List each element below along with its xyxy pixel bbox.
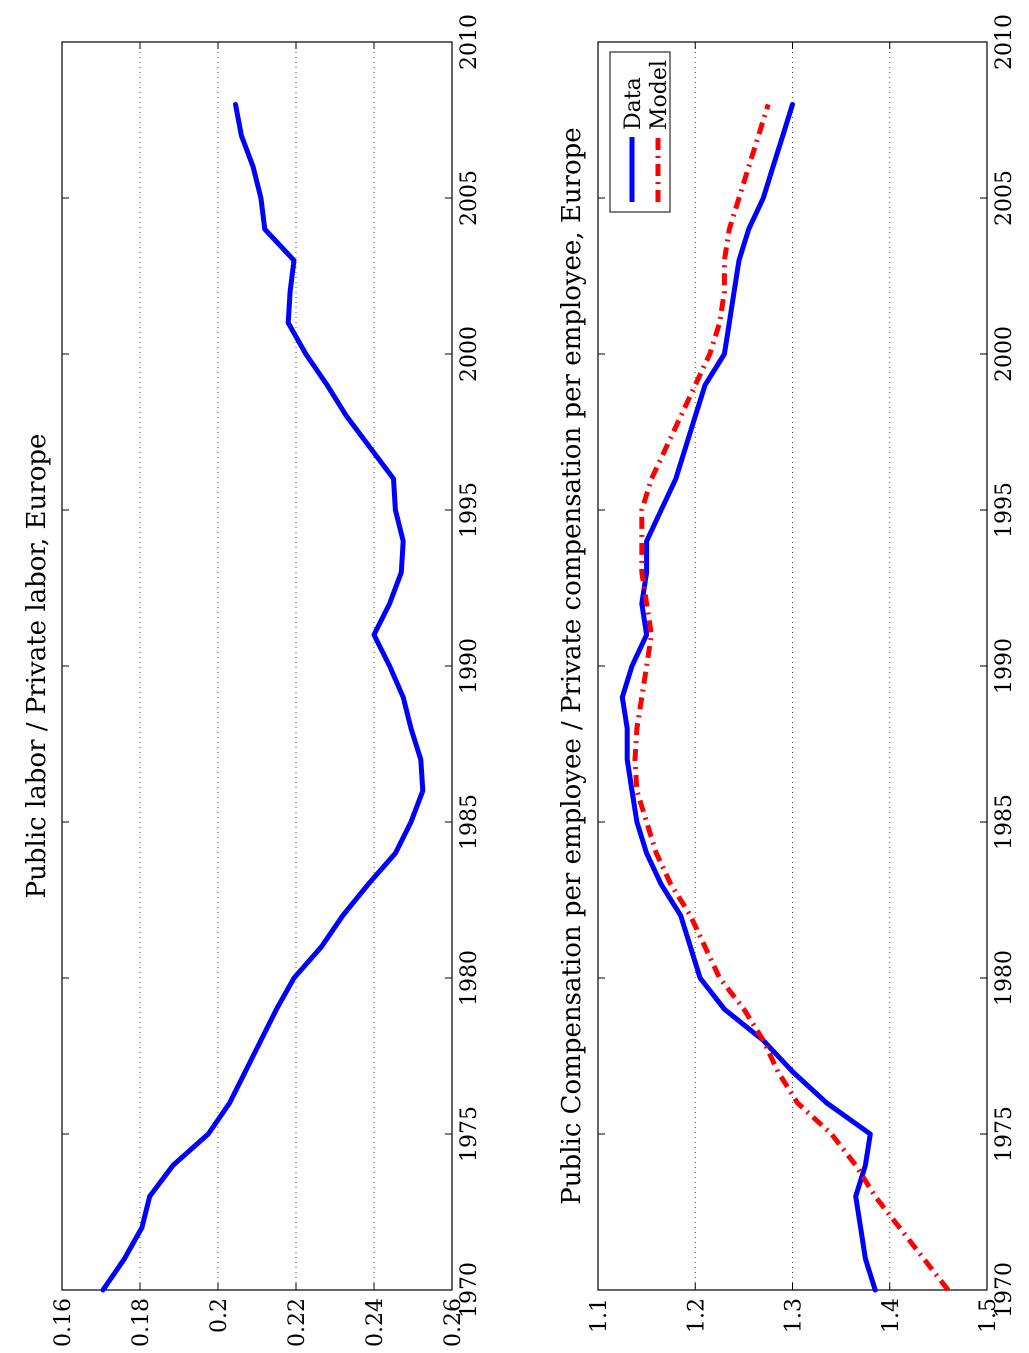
x-tick-label: 1975 — [457, 1106, 482, 1162]
x-tick-label: 1985 — [457, 794, 482, 850]
x-tick-label: 1985 — [992, 794, 1017, 850]
y-tick-label: 0.22 — [285, 1298, 310, 1347]
legend: Data Model — [609, 51, 672, 213]
x-tick-label: 1970 — [992, 1262, 1017, 1318]
chart-title: Public labor / Private labor, Europe — [22, 434, 52, 899]
y-tick-label: 1.2 — [684, 1298, 709, 1333]
y-tick-label: 1.4 — [879, 1298, 904, 1333]
x-tick-label: 2000 — [992, 326, 1017, 382]
x-tick-label: 2005 — [457, 170, 482, 226]
y-tick-label: 0.2 — [207, 1298, 232, 1333]
plot-frame — [61, 41, 453, 1291]
x-tick-label: 1990 — [992, 638, 1017, 694]
x-tick-label: 2010 — [457, 14, 482, 70]
x-tick-label: 1990 — [457, 638, 482, 694]
legend-box — [609, 51, 671, 213]
y-tick-label: 1.3 — [782, 1298, 807, 1333]
series-line-0 — [100, 101, 426, 1293]
x-tick-label: 1970 — [457, 1262, 482, 1318]
y-tick-label: 1.5 — [976, 1298, 1001, 1333]
chart-title: Public Compensation per employee / Priva… — [557, 127, 587, 1204]
series-line-data — [619, 101, 878, 1293]
y-tick-label: 0.16 — [51, 1298, 76, 1347]
y-tick-label: 0.18 — [129, 1298, 154, 1347]
legend-label-model: Model — [647, 60, 672, 130]
y-tick-label: 1.1 — [587, 1298, 612, 1333]
x-tick-label: 1995 — [457, 482, 482, 538]
x-tick-label: 2010 — [992, 14, 1017, 70]
y-tick-label: 0.24 — [363, 1298, 388, 1347]
x-tick-label: 1980 — [992, 950, 1017, 1006]
x-tick-label: 2005 — [992, 170, 1017, 226]
legend-label-data: Data — [621, 77, 646, 130]
x-tick-label: 1995 — [992, 482, 1017, 538]
x-tick-label: 1975 — [992, 1106, 1017, 1162]
y-tick-label: 0.26 — [441, 1298, 466, 1347]
x-tick-label: 1980 — [457, 950, 482, 1006]
series-line-model — [632, 103, 951, 1292]
x-tick-label: 2000 — [457, 326, 482, 382]
